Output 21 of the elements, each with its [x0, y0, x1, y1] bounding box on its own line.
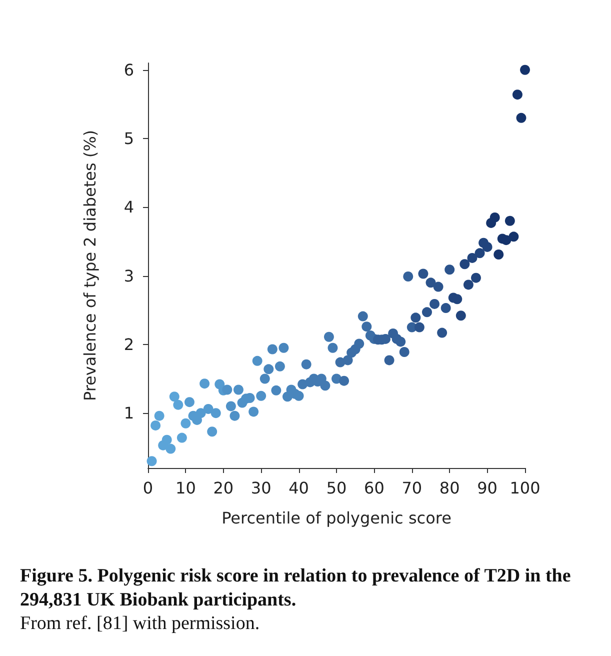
text: From ref. [81] with permission.: [20, 613, 260, 634]
y-tick-label: 3: [124, 266, 134, 286]
x-tick-label: 50: [326, 478, 347, 498]
y-tick-label: 4: [124, 198, 134, 217]
y-tick-label: 2: [124, 334, 134, 354]
y-tick-label: 5: [124, 129, 134, 148]
x-tick-label: 80: [439, 478, 460, 498]
x-tick-label: 40: [288, 478, 309, 498]
x-tick-label: 90: [477, 478, 498, 498]
y-axis-title: Prevalence of type 2 diabetes (%): [80, 130, 100, 402]
x-tick-label: 30: [250, 478, 272, 498]
x-tick-label: 100: [510, 478, 540, 498]
x-tick-label: 70: [402, 478, 422, 498]
x-tick-label: 10: [176, 478, 196, 498]
x-axis-title: Percentile of polygenic score: [222, 508, 452, 528]
x-tick-label: 20: [213, 478, 234, 498]
x-tick-label: 60: [364, 478, 384, 498]
y-tick-label: 1: [124, 404, 134, 423]
y-tick-label: 6: [124, 60, 134, 80]
x-tick-label: 0: [142, 478, 154, 498]
text: Figure 5. Polygenic risk score in relation to prevalence of T2D in the 294,831 UK Biobank participants.: [20, 566, 576, 610]
